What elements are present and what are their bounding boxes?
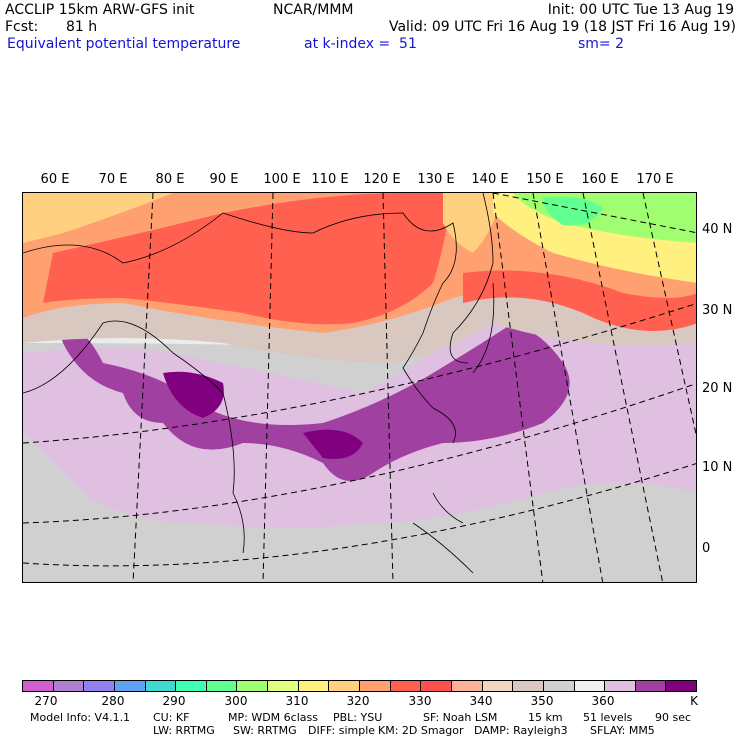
lon-label: 60 E [40, 172, 70, 187]
colorbar-swatch [390, 681, 422, 691]
lat-label: 0 [702, 541, 711, 556]
colorbar-swatch [268, 681, 299, 691]
colorbar-label: 290 [162, 694, 186, 708]
colorbar-swatch [482, 681, 514, 691]
colorbar-swatch [114, 681, 146, 691]
light-orange-band [23, 193, 503, 253]
colorbar-label: 270 [34, 694, 58, 708]
colorbar-swatch [23, 681, 54, 691]
lw-scheme: LW: RRTMG [153, 724, 215, 737]
lat-label: 10 N [702, 460, 733, 475]
colorbar-swatch [329, 681, 361, 691]
lat-label: 40 N [702, 222, 733, 237]
sw-scheme: SW: RRTMG [233, 724, 297, 737]
levels: 51 levels [583, 711, 633, 724]
colorbar-label: 360 [591, 694, 615, 708]
mp-scheme: MP: WDM 6class [228, 711, 318, 724]
colorbar-label: 330 [408, 694, 432, 708]
colorbar-label: 320 [346, 694, 370, 708]
colorbar-swatch [176, 681, 207, 691]
lon-label: 120 E [363, 172, 401, 187]
colorbar-unit: K [690, 694, 698, 708]
colorbar-label: 310 [285, 694, 309, 708]
lon-label: 130 E [417, 172, 455, 187]
lat-label: 20 N [702, 381, 733, 396]
colorbar-swatch [421, 681, 452, 691]
colorbar-swatch [298, 681, 330, 691]
lon-label: 110 E [311, 172, 349, 187]
sf-scheme: SF: Noah LSM [423, 711, 498, 724]
lon-label: 140 E [471, 172, 509, 187]
forecast-hour: 81 h [66, 19, 98, 35]
colorbar-swatch [513, 681, 544, 691]
cu-scheme: CU: KF [153, 711, 190, 724]
model-info: Model Info: V4.1.1 [30, 711, 131, 724]
forecast-label: Fcst: [5, 19, 39, 35]
lon-label: 170 E [636, 172, 674, 187]
sflay-scheme: SFLAY: MM5 [590, 724, 655, 737]
colorbar-swatch [360, 681, 391, 691]
colorbar-swatch [574, 681, 606, 691]
colorbar-swatch [206, 681, 238, 691]
red-band [43, 193, 696, 331]
lon-label: 90 E [209, 172, 239, 187]
colorbar-swatch [53, 681, 85, 691]
lon-label: 160 E [581, 172, 619, 187]
colorbar-swatch [84, 681, 115, 691]
map-field [23, 193, 696, 582]
lon-label: 70 E [98, 172, 128, 187]
smoothing: sm= 2 [578, 36, 625, 52]
colorbar-label: 350 [530, 694, 554, 708]
grid-lines [23, 193, 696, 582]
field-name: Equivalent potential temperature [7, 36, 241, 52]
valid-time: Valid: 09 UTC Fri 16 Aug 19 (18 JST Fri … [388, 19, 736, 35]
model-title: ACCLIP 15km ARW-GFS init [5, 2, 195, 18]
pbl-scheme: PBL: YSU [333, 711, 383, 724]
lat-label: 30 N [702, 303, 733, 318]
colorbar-swatch [543, 681, 575, 691]
colorbar-swatch [635, 681, 667, 691]
colorbar-swatch [666, 681, 697, 691]
lon-label: 80 E [155, 172, 185, 187]
init-time: Init: 00 UTC Tue 13 Aug 19 [547, 2, 734, 18]
damp-scheme: DAMP: Rayleigh3 [474, 724, 568, 737]
colorbar-swatch [451, 681, 483, 691]
colorbar-swatch [237, 681, 269, 691]
purple-region [53, 313, 570, 481]
km-scheme: KM: 2D Smagor [378, 724, 464, 737]
diff-scheme: DIFF: simple [308, 724, 376, 737]
colorbar-label: 300 [224, 694, 248, 708]
timestep: 90 sec [655, 711, 692, 724]
coastlines [23, 193, 495, 574]
colorbar-swatch [605, 681, 636, 691]
dark-purple-core [163, 371, 363, 459]
colorbar-label: 340 [469, 694, 493, 708]
colorbar-label: 280 [101, 694, 125, 708]
theta-e-map [22, 192, 697, 583]
level-index: at k-index = 51 [304, 36, 417, 52]
colorbar-swatch [145, 681, 177, 691]
lon-label: 100 E [263, 172, 301, 187]
colorbar [22, 680, 697, 692]
lon-label: 150 E [526, 172, 564, 187]
organization: NCAR/MMM [273, 2, 354, 18]
resolution: 15 km [528, 711, 563, 724]
